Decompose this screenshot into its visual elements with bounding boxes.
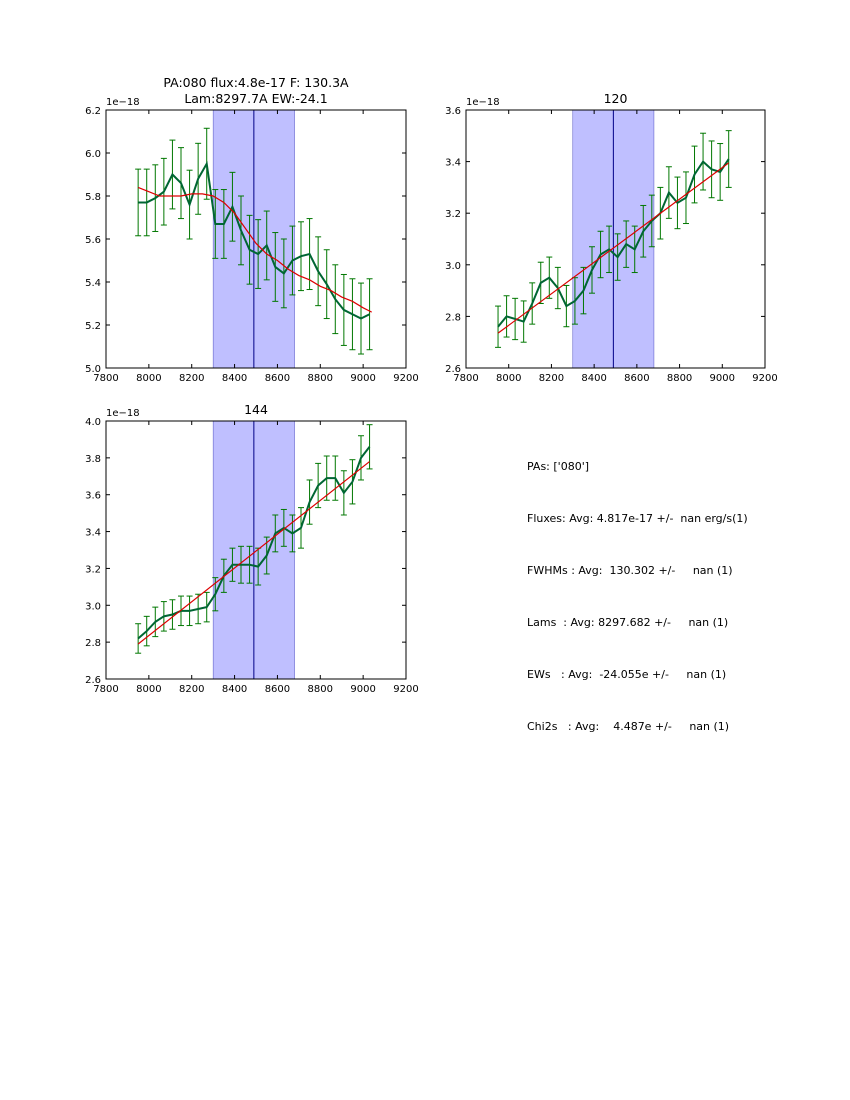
- chart-title: 144: [244, 402, 268, 417]
- y-tick-label: 3.8: [85, 454, 101, 465]
- x-tick-label: 8000: [136, 684, 161, 695]
- error-bar: [725, 130, 732, 188]
- y-tick-label: 2.6: [85, 675, 101, 686]
- x-tick-label: 7800: [93, 684, 118, 695]
- y-offset-label: 1e−18: [106, 97, 140, 108]
- x-tick-label: 8600: [265, 684, 290, 695]
- y-offset-label: 1e−18: [466, 97, 500, 108]
- chart-panel-2: 7800 8000 8200 8400 8600 8800 9000 9200 2.6 2.8 3.…: [445, 91, 778, 384]
- x-tick-label: 9200: [393, 373, 418, 384]
- chart-panel-3: 7800 8000 8200 8400 8600 8800 9000 9200 2.6 2.8 3.…: [85, 402, 419, 695]
- chart-title: 120: [604, 91, 628, 106]
- x-tick-label: 9200: [752, 373, 777, 384]
- y-tick-label: 5.4: [85, 278, 101, 289]
- y-tick-label: 5.2: [85, 321, 101, 332]
- x-tick-label: 8200: [179, 684, 204, 695]
- data-line: [137, 446, 371, 640]
- x-tick-label: 9000: [350, 373, 375, 384]
- axes-frame: [465, 109, 766, 369]
- x-tick-label: 7800: [93, 373, 118, 384]
- fit-line: [137, 461, 370, 645]
- y-tick-label: 3.4: [85, 528, 101, 539]
- y-tick-label: 3.2: [445, 209, 461, 220]
- chart-title: Lam:8297.7A EW:-24.1: [184, 91, 327, 106]
- y-tick-label: 3.6: [85, 491, 101, 502]
- summary-lams: Lams : Avg: 8297.682 +/- nan (1): [527, 616, 729, 629]
- fit-line: [497, 162, 730, 334]
- x-tick-label: 8800: [308, 684, 333, 695]
- y-tick-label: 2.8: [445, 312, 461, 323]
- y-tick-label: 4.0: [85, 417, 101, 428]
- y-tick-label: 2.8: [85, 638, 101, 649]
- x-tick-label: 8800: [308, 373, 333, 384]
- axes-frame: [105, 420, 407, 680]
- x-tick-label: 9000: [350, 684, 375, 695]
- y-tick-label: 5.8: [85, 192, 101, 203]
- fit-summary: PAs: ['080'] Fluxes: Avg: 4.817e-17 +/- …: [527, 434, 748, 759]
- summary-ews: EWs : Avg: -24.055e +/- nan (1): [527, 668, 727, 681]
- y-tick-label: 3.0: [445, 261, 461, 272]
- chart-panel-1: 7800 8000 8200 8400 8600 8800 9000 9200 5.0 5.2 5.…: [85, 75, 419, 384]
- x-tick-label: 8200: [539, 373, 564, 384]
- y-tick-label: 3.4: [445, 158, 461, 169]
- x-tick-label: 8800: [667, 373, 692, 384]
- y-tick-label: 5.6: [85, 235, 101, 246]
- x-tick-label: 8000: [496, 373, 521, 384]
- y-tick-label: 5.0: [85, 364, 101, 375]
- fit-line: [137, 186, 372, 313]
- x-tick-label: 8200: [179, 373, 204, 384]
- data-line: [138, 160, 371, 320]
- y-tick-label: 6.2: [85, 106, 101, 117]
- y-tick-label: 3.0: [85, 601, 101, 612]
- summary-fwhms: FWHMs : Avg: 130.302 +/- nan (1): [527, 564, 733, 577]
- y-tick-label: 3.2: [85, 564, 101, 575]
- data-line: [497, 158, 730, 328]
- summary-chi2s: Chi2s : Avg: 4.487e +/- nan (1): [527, 720, 730, 733]
- x-tick-label: 8000: [136, 373, 161, 384]
- summary-pas: PAs: ['080']: [527, 460, 590, 473]
- x-tick-label: 8600: [265, 373, 290, 384]
- x-tick-label: 9000: [710, 373, 735, 384]
- y-tick-label: 3.6: [445, 106, 461, 117]
- x-tick-label: 8600: [624, 373, 649, 384]
- x-tick-label: 8400: [222, 373, 247, 384]
- y-tick-label: 2.6: [445, 364, 461, 375]
- summary-fluxes: Fluxes: Avg: 4.817e-17 +/- nan erg/s(1): [527, 512, 748, 525]
- chart-title: PA:080 flux:4.8e-17 F: 130.3A: [163, 75, 349, 90]
- x-tick-label: 9200: [393, 684, 418, 695]
- x-tick-label: 8400: [222, 684, 247, 695]
- y-offset-label: 1e−18: [106, 408, 140, 419]
- x-tick-label: 7800: [453, 373, 478, 384]
- x-tick-label: 8400: [581, 373, 606, 384]
- y-tick-label: 6.0: [85, 149, 101, 160]
